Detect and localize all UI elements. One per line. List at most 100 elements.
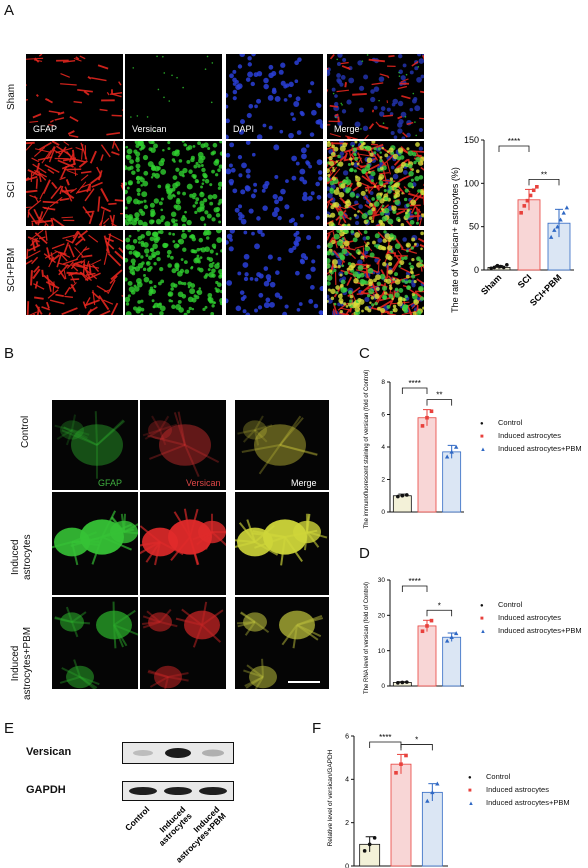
data-point	[444, 454, 450, 459]
panel-b-channel-gfap: GFAP	[98, 478, 123, 488]
blot-label-versican: Versican	[26, 746, 72, 758]
data-point	[430, 790, 435, 795]
significance-bracket	[369, 741, 402, 748]
y-tick-label: 2	[345, 820, 349, 827]
legend-marker: ■	[468, 788, 472, 794]
legend-marker: ▲	[480, 447, 486, 453]
data-point	[522, 204, 527, 208]
chart-a-ylabel: The rate of Versican+ astrocytes (%)	[450, 167, 460, 313]
blot-versican-strip	[122, 742, 234, 764]
chart-d: The RNA level of versican (fold of Contr…	[364, 577, 464, 694]
legend-item: ● Control	[480, 418, 522, 427]
legend-label: Induced astrocytes+PBM	[498, 444, 582, 453]
micrograph-a-r1-c1	[125, 141, 222, 226]
data-point	[525, 198, 530, 203]
micrograph-b-r1-c2	[235, 492, 329, 595]
panel-letter-c: C	[359, 345, 370, 362]
legend-marker: ■	[480, 434, 484, 440]
micrograph-b-r0-c1	[140, 400, 226, 490]
legend-item: ▲ Induced astrocytes+PBM	[480, 444, 582, 453]
data-point	[528, 193, 533, 198]
significance-bracket	[400, 744, 433, 751]
y-tick-label: 150	[464, 135, 479, 145]
blot-gapdh-strip	[122, 781, 234, 801]
data-point	[519, 211, 523, 215]
significance-label: ****	[408, 379, 420, 388]
chart-f-ylabel: Relative level of versican/GAPDH	[327, 749, 334, 846]
y-tick-label: 6	[381, 412, 385, 419]
y-tick-label: 0	[474, 265, 479, 275]
bar	[417, 625, 437, 687]
micrograph-a-r2-c2	[226, 230, 323, 315]
significance-bracket	[426, 399, 453, 406]
legend-label: Control	[498, 418, 523, 427]
blot-lane-labels: Control Inducedastrocytes Inducedastrocy…	[123, 804, 228, 864]
panel-letter-b: B	[4, 345, 15, 362]
micrograph-b-r2-c1	[140, 597, 226, 689]
micrograph-a-r0-c2	[226, 54, 323, 139]
data-point	[394, 771, 398, 775]
significance-bracket	[401, 387, 428, 394]
legend-label: Induced astrocytes	[486, 785, 549, 794]
panel-b-channel-merge: Merge	[291, 478, 317, 488]
micrograph-b-r1-c0	[52, 492, 138, 595]
data-point	[396, 681, 400, 685]
legend-label: Induced astrocytes	[498, 431, 561, 440]
data-point	[404, 753, 408, 758]
bar	[442, 636, 462, 687]
legend-item: ■ Induced astrocytes	[480, 431, 561, 440]
bar	[517, 199, 541, 271]
data-point	[372, 836, 377, 840]
data-point	[535, 185, 539, 189]
data-point	[564, 205, 570, 210]
panel-letter-f: F	[312, 720, 322, 737]
data-point	[367, 842, 372, 847]
data-point	[505, 263, 509, 267]
legend-item: ■ Induced astrocytes	[480, 613, 561, 622]
legend-item: ● Control	[468, 772, 510, 781]
legend-label: Induced astrocytes	[498, 613, 561, 622]
data-point	[501, 265, 506, 270]
y-tick-label: 6	[345, 733, 349, 740]
panel-b-row-label-induced: Induced astrocytes	[10, 534, 33, 580]
data-point	[548, 234, 554, 239]
data-point	[420, 629, 425, 634]
panel-letter-a: A	[4, 2, 15, 19]
data-point	[555, 224, 560, 229]
x-tick-label: SCI+PBM	[528, 272, 564, 308]
y-tick-label: 100	[464, 178, 479, 188]
legend-label: Control	[498, 600, 523, 609]
y-tick-label: 50	[469, 222, 479, 232]
micrograph-a-r0-c0	[26, 54, 123, 139]
panel-a-row-label-sci-pbm: SCI+PBM	[6, 247, 17, 292]
bar	[392, 495, 412, 513]
x-tick-label: SCI	[516, 272, 534, 290]
significance-bracket	[528, 179, 560, 186]
panel-letter-d: D	[359, 545, 370, 562]
data-point	[561, 210, 566, 215]
significance-label: **	[436, 391, 442, 400]
y-tick-label: 4	[381, 444, 385, 451]
significance-bracket	[426, 609, 453, 617]
data-point	[558, 217, 563, 222]
data-point	[405, 493, 409, 497]
data-point	[489, 266, 493, 271]
legend-marker: ■	[480, 616, 484, 622]
panel-a-channel-dapi: DAPI	[233, 124, 255, 134]
legend-label: Control	[486, 772, 511, 781]
legend-item: ▲ Induced astrocytes+PBM	[468, 798, 570, 807]
micrograph-b-r2-c0	[52, 597, 138, 689]
data-point	[429, 618, 434, 623]
y-tick-label: 10	[378, 648, 386, 655]
bar	[421, 791, 443, 867]
legend-item: ■ Induced astrocytes	[468, 785, 549, 794]
micrograph-a-r2-c1	[125, 230, 222, 315]
chart-c-ylabel: The immunofluorescent staining of versic…	[364, 370, 370, 529]
panel-b-channel-versican: Versican	[186, 478, 221, 488]
micrograph-a-r0-c1	[125, 54, 222, 139]
significance-label: ****	[379, 733, 391, 742]
significance-label: ****	[508, 137, 520, 146]
micrograph-b-r1-c1	[140, 492, 226, 595]
micrograph-a-r1-c0	[26, 141, 123, 226]
data-point	[425, 624, 429, 628]
